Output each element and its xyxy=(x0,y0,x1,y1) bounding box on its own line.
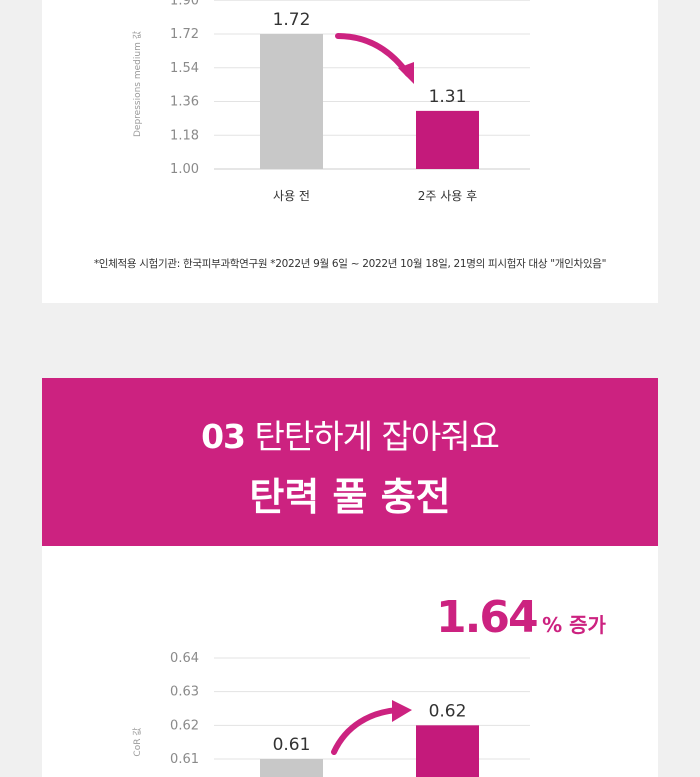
increase-arrowhead-icon xyxy=(392,700,412,722)
chart-1-depressions: 1.90 1.72 1.54 1.36 1.18 1.00 Depressions medi… xyxy=(131,0,530,203)
y-tick-label: 0.62 xyxy=(170,718,199,733)
banner-subtitle-text: 탄탄하게 잡아줘요 xyxy=(254,417,500,456)
section-number: 03 xyxy=(201,417,246,456)
y-tick-label: 0.61 xyxy=(170,752,199,767)
bar-value-label: 0.62 xyxy=(429,701,467,721)
footnote: *인체적용 시험기관: 한국피부과학연구원 *2022년 9월 6일 ~ 202… xyxy=(93,258,607,270)
bar-value-label: 0.61 xyxy=(273,735,311,755)
bar xyxy=(416,110,479,169)
chart-2-cor: 0.64 0.63 0.62 0.61 CoR 값 0.61 0.62 xyxy=(131,651,530,777)
bar xyxy=(260,759,323,777)
banner-subtitle: 03 탄탄하게 잡아줘요 xyxy=(42,410,658,458)
increase-arrow-icon xyxy=(331,707,401,755)
bar-value-label: 1.31 xyxy=(429,87,467,107)
section-banner: 03 탄탄하게 잡아줘요 탄력 풀 충전 xyxy=(42,378,658,546)
y-tick-label: 1.54 xyxy=(170,61,199,76)
y-tick-label: 0.63 xyxy=(170,685,199,700)
bar xyxy=(260,34,323,169)
y-axis-label: Depressions medium 값 xyxy=(131,31,143,137)
y-tick-label: 1.72 xyxy=(170,27,199,42)
y-tick-label: 1.00 xyxy=(170,162,199,177)
x-category-label: 2주 사용 후 xyxy=(418,189,477,203)
y-tick-label: 1.18 xyxy=(170,128,199,143)
chart-card-bottom xyxy=(42,546,658,777)
chart-card-top xyxy=(42,0,658,303)
y-tick-label: 1.90 xyxy=(170,0,199,8)
decrease-arrowhead-icon xyxy=(398,62,414,84)
decrease-arrow-icon xyxy=(335,33,411,77)
increase-unit: % 증가 xyxy=(542,613,606,637)
increase-value: 1.64 xyxy=(436,592,539,643)
y-tick-label: 1.36 xyxy=(170,95,199,110)
y-axis-label: CoR 값 xyxy=(131,727,143,756)
y-tick-label: 0.64 xyxy=(170,651,199,666)
bar-value-label: 1.72 xyxy=(273,10,311,30)
increase-callout: 1.64 % 증가 xyxy=(436,592,606,643)
bar xyxy=(416,725,479,777)
banner-title: 탄력 풀 충전 xyxy=(249,475,451,519)
x-category-label: 사용 전 xyxy=(273,189,310,203)
